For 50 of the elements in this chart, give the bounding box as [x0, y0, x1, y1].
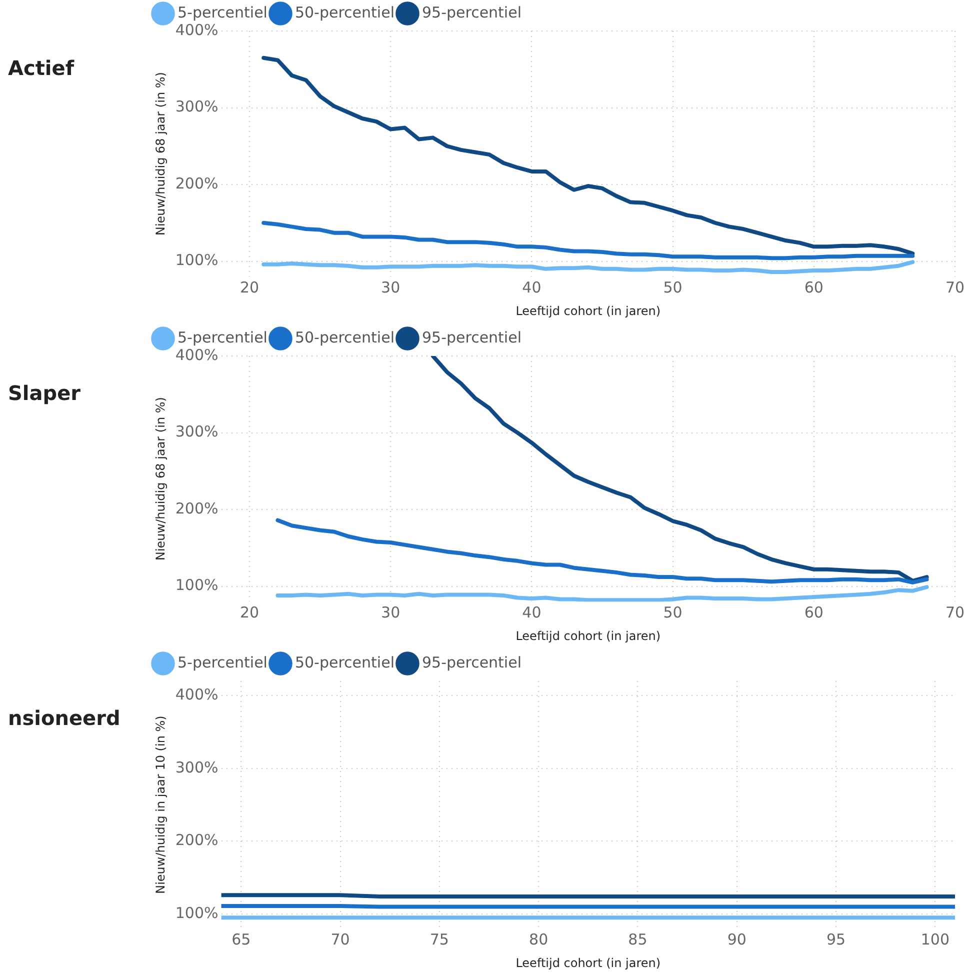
x-tick-label: 80	[529, 930, 548, 948]
y-tick-label: 200%	[175, 499, 218, 518]
x-tick-label: 50	[663, 603, 682, 622]
x-tick-label: 20	[240, 278, 260, 296]
x-axis-title: Leeftijd cohort (in jaren)	[516, 304, 661, 318]
legend-label: 95-percentiel	[422, 328, 522, 346]
x-tick-label: 70	[330, 930, 350, 948]
x-tick-label: 30	[381, 603, 400, 622]
y-tick-label: 300%	[175, 758, 218, 776]
legend-label: 5-percentiel	[178, 328, 268, 346]
y-tick-label: 300%	[175, 98, 218, 116]
x-tick-label: 40	[522, 603, 542, 622]
y-tick-label: 100%	[175, 251, 218, 270]
text: nsioneerd	[8, 706, 120, 730]
x-tick-label: 40	[522, 278, 542, 296]
x-tick-label: 85	[628, 930, 648, 948]
legend-label: 5-percentiel	[178, 3, 268, 22]
x-tick-label: 20	[240, 603, 260, 622]
x-tick-label: 30	[381, 278, 400, 296]
legend-label: 50-percentiel	[294, 653, 394, 672]
x-tick-label: 70	[945, 603, 965, 622]
x-tick-label: 50	[663, 278, 682, 296]
x-tick-label: 90	[727, 930, 746, 948]
y-axis-title: Nieuw/huidig 68 jaar (in %)	[153, 397, 168, 561]
y-tick-label: 100%	[175, 576, 218, 594]
y-tick-label: 400%	[175, 685, 218, 704]
text: Actief	[8, 56, 74, 80]
y-axis-title: Nieuw/huidig in jaar 10 (in %)	[153, 716, 168, 894]
x-axis-title: Leeftijd cohort (in jaren)	[516, 628, 661, 643]
x-axis-title: Leeftijd cohort (in jaren)	[516, 956, 661, 970]
x-tick-label: 70	[945, 278, 965, 296]
legend-label: 95-percentiel	[422, 3, 522, 22]
x-tick-label: 60	[804, 278, 824, 296]
text: Slaper	[8, 381, 80, 405]
x-tick-label: 95	[826, 930, 846, 948]
x-tick-label: 65	[232, 930, 251, 948]
y-tick-label: 400%	[175, 346, 218, 364]
legend-label: 50-percentiel	[294, 3, 394, 22]
x-tick-label: 100	[920, 930, 950, 948]
x-tick-label: 60	[804, 603, 824, 622]
y-tick-label: 100%	[175, 904, 218, 922]
y-tick-label: 200%	[175, 174, 218, 192]
legend-label: 5-percentiel	[178, 653, 268, 672]
legend-label: 95-percentiel	[422, 653, 522, 672]
x-tick-label: 75	[430, 930, 449, 948]
y-tick-label: 300%	[175, 422, 218, 441]
y-axis-title: Nieuw/huidig 68 jaar (in %)	[153, 72, 168, 236]
y-tick-label: 400%	[175, 20, 218, 39]
legend-label: 50-percentiel	[294, 328, 394, 346]
y-tick-label: 200%	[175, 831, 218, 850]
